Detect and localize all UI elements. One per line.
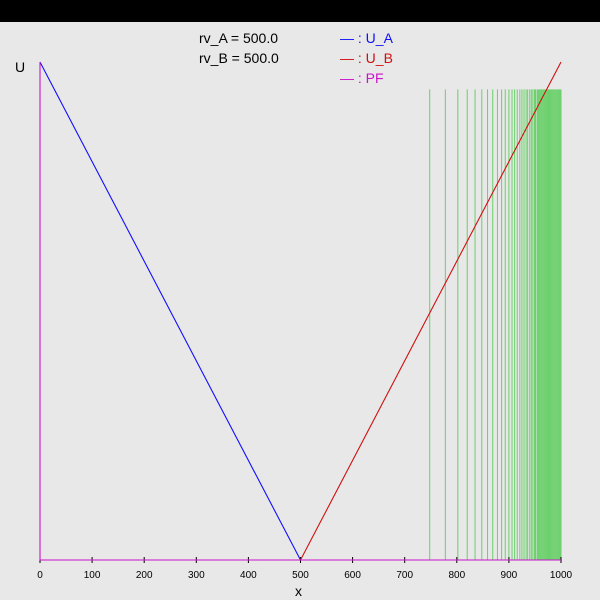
x-tick-label-1000: 1000 <box>550 570 573 581</box>
series-u-a <box>39 61 561 561</box>
series-u-b <box>40 61 562 561</box>
x-tick-label-300: 300 <box>188 570 205 581</box>
x-tick-label-500: 500 <box>292 570 309 581</box>
x-tick-label-400: 400 <box>240 570 257 581</box>
legend-pf: — : PF <box>340 70 384 86</box>
x-tick-label-200: 200 <box>136 570 153 581</box>
x-tick-label-100: 100 <box>84 570 101 581</box>
x-tick-label-900: 900 <box>501 570 518 581</box>
x-axis-label: x <box>295 583 302 599</box>
x-tick-label-600: 600 <box>344 570 361 581</box>
legend-u-a: — : U_A <box>340 30 393 46</box>
top-bar <box>0 0 600 22</box>
series-pf <box>39 62 561 561</box>
legend-u-b: — : U_B <box>340 50 393 66</box>
param-rv-b: rv_B = 500.0 <box>199 50 279 66</box>
x-tick-label-700: 700 <box>396 570 413 581</box>
x-tick-label-0: 0 <box>37 570 43 581</box>
y-axis-label: U <box>15 59 26 75</box>
param-rv-a: rv_A = 500.0 <box>199 30 279 46</box>
x-tick-label-800: 800 <box>448 570 465 581</box>
